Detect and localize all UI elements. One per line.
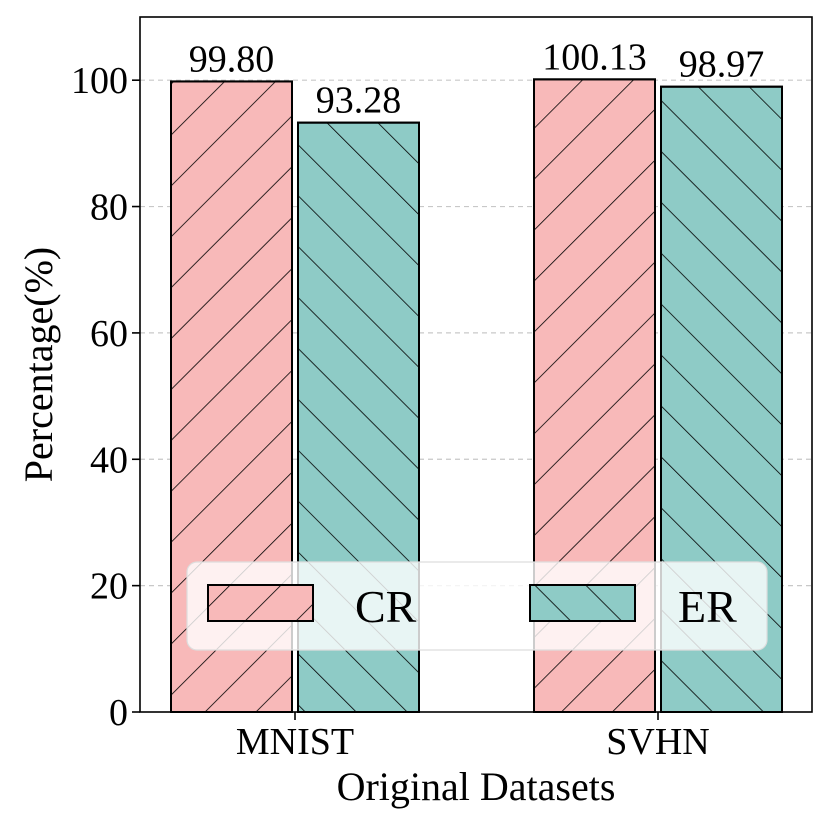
x-tick-label-svhn: SVHN bbox=[606, 721, 709, 763]
value-label-cr-mnist: 99.80 bbox=[189, 38, 275, 80]
y-tick-label: 20 bbox=[90, 566, 128, 608]
y-tick-label: 60 bbox=[90, 313, 128, 355]
legend-label-cr: CR bbox=[355, 581, 417, 632]
legend-swatch-cr-hatch bbox=[207, 584, 314, 622]
y-axis-label: Percentage(%) bbox=[16, 247, 61, 482]
value-label-cr-svhn: 100.13 bbox=[542, 36, 647, 78]
y-tick-label: 100 bbox=[71, 60, 128, 102]
y-axis-ticks: 0 20 40 60 80 100 bbox=[71, 60, 140, 734]
value-label-er-svhn: 98.97 bbox=[679, 44, 765, 86]
x-axis-ticks: MNIST SVHN bbox=[236, 712, 710, 763]
y-tick-label: 80 bbox=[90, 187, 128, 229]
value-labels: 99.80 100.13 93.28 98.97 bbox=[189, 36, 765, 121]
x-axis-label: Original Datasets bbox=[337, 764, 616, 809]
y-tick-label: 0 bbox=[109, 692, 128, 734]
x-tick-label-mnist: MNIST bbox=[236, 721, 354, 763]
legend-label-er: ER bbox=[678, 581, 737, 632]
plot-frame bbox=[139, 16, 813, 713]
legend-swatch-er-hatch bbox=[529, 584, 636, 622]
value-label-er-mnist: 93.28 bbox=[316, 80, 402, 122]
legend: CR ER bbox=[186, 561, 768, 651]
y-tick-label: 40 bbox=[90, 439, 128, 481]
